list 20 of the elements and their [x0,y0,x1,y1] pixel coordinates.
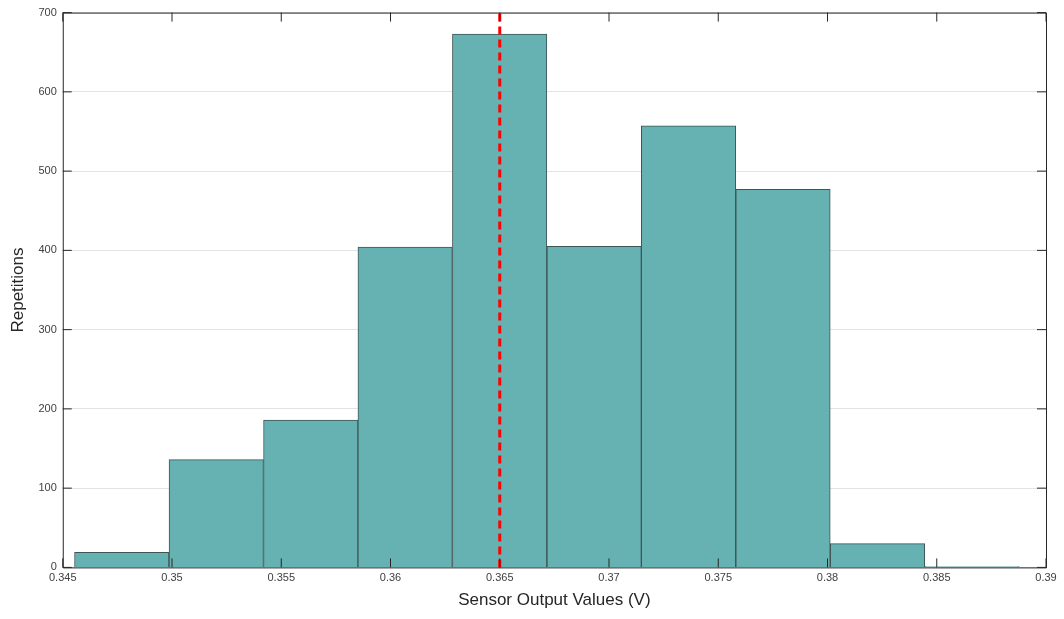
y-tick-label: 600 [38,84,57,97]
x-tick-label: 0.375 [704,571,733,584]
x-tick-label: 0.37 [598,571,620,584]
y-tick-label: 200 [38,401,57,414]
x-tick-label: 0.38 [816,571,839,584]
y-axis-title: Repetitions [7,247,27,333]
x-tick-label: 0.36 [379,571,402,584]
x-tick-label: 0.385 [922,571,951,584]
y-tick-label: 700 [38,5,57,18]
x-tick-label: 0.39 [1035,571,1057,584]
y-tick-label: 0 [50,560,57,573]
y-tick-label: 400 [38,243,57,256]
y-tick-label: 300 [38,322,57,335]
x-tick-label: 0.345 [48,571,77,584]
y-tick-label: 100 [38,481,57,494]
x-axis-title: Sensor Output Values (V) [458,590,651,610]
x-tick-label: 0.35 [161,571,183,584]
x-tick-label: 0.365 [485,571,514,584]
x-tick-label: 0.355 [267,571,296,584]
y-tick-label: 500 [38,164,57,177]
